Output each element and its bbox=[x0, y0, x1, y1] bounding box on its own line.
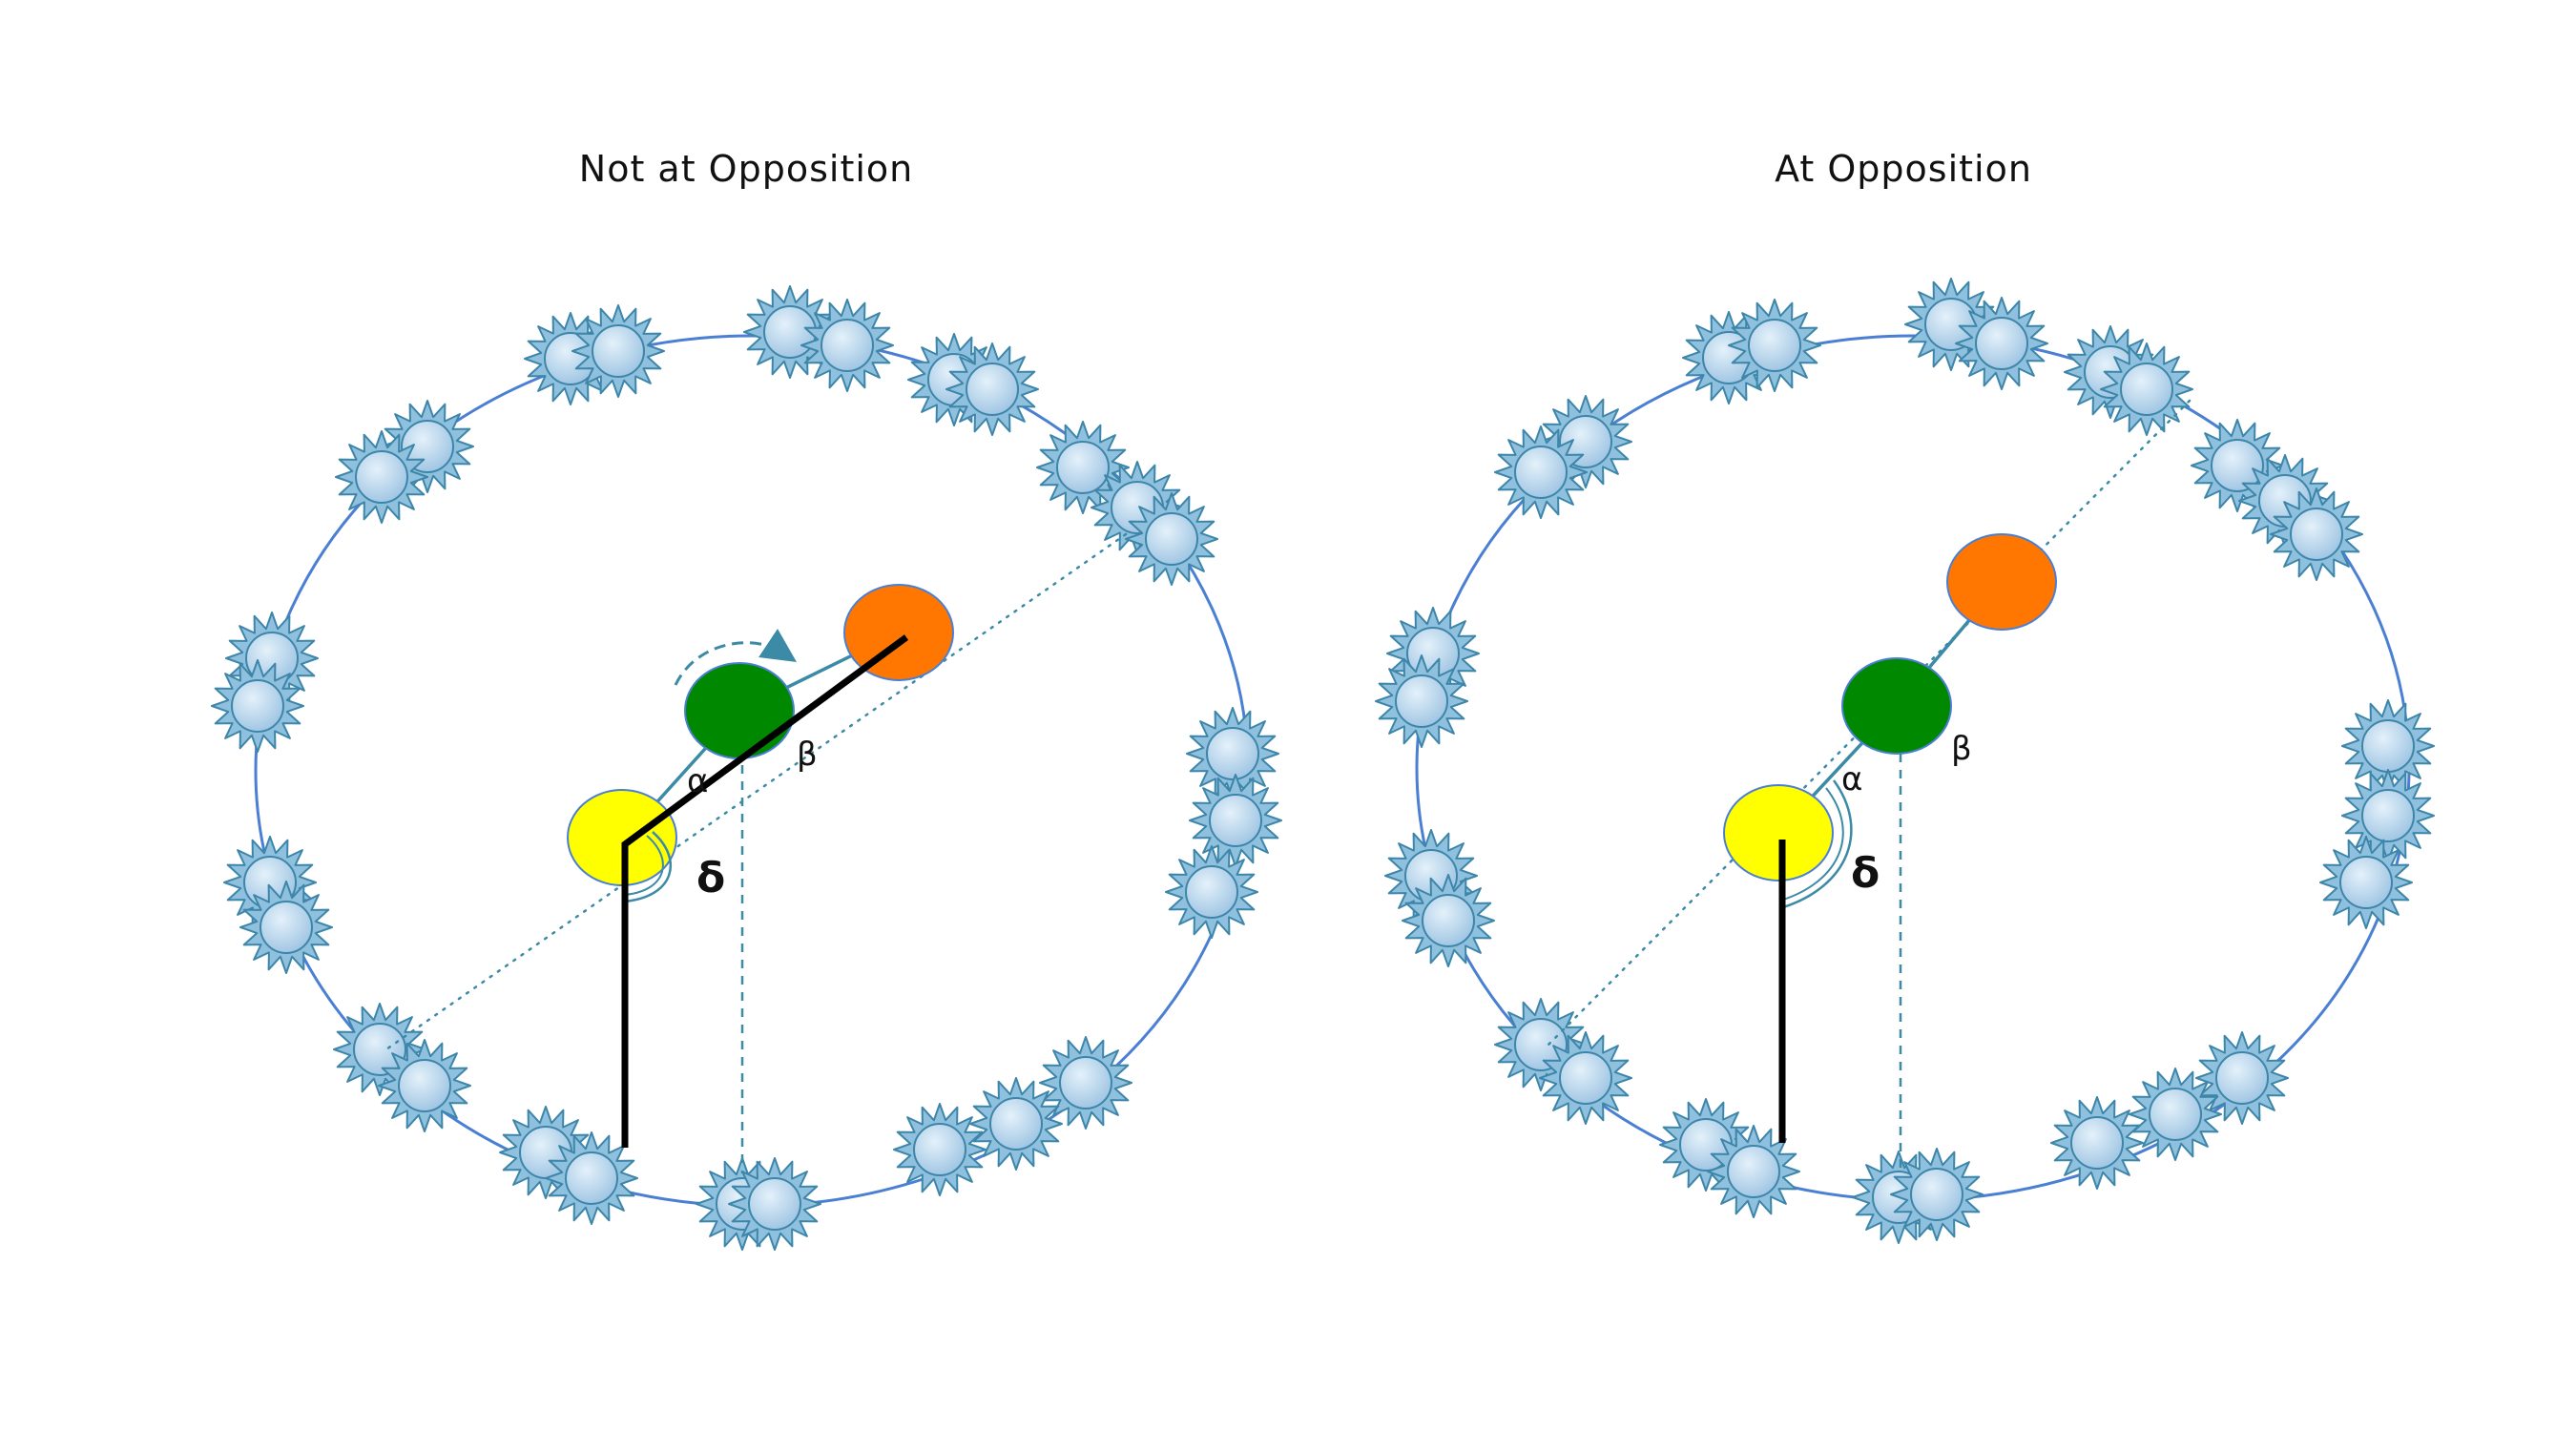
star-burst-icon bbox=[1165, 845, 1258, 939]
panel-not-at-opposition: Not at Opposition bbox=[211, 148, 1282, 1251]
delta-label: δ bbox=[696, 854, 725, 902]
delta-angle-arc bbox=[623, 831, 672, 903]
angle-construction-line bbox=[621, 634, 909, 1148]
star-burst-icon bbox=[1539, 1031, 1632, 1125]
earth bbox=[1841, 657, 1952, 755]
earth bbox=[684, 662, 795, 759]
line-of-sight-dotted bbox=[1544, 399, 2192, 1049]
line-of-sight-dotted bbox=[382, 532, 1128, 1053]
star-burst-icon bbox=[1494, 425, 1588, 519]
delta-angle-arc-inner bbox=[1779, 787, 1844, 902]
star-ring bbox=[1375, 278, 2435, 1244]
star-burst-icon bbox=[893, 1103, 987, 1196]
star-burst-icon bbox=[211, 659, 304, 753]
star-burst-icon bbox=[2050, 1096, 2144, 1190]
star-burst-icon bbox=[378, 1039, 471, 1132]
star-burst-icon bbox=[1039, 1036, 1132, 1130]
star-burst-icon bbox=[1890, 1148, 1984, 1241]
star-burst-icon bbox=[2129, 1068, 2222, 1161]
planet bbox=[843, 584, 954, 681]
panel-title: Not at Opposition bbox=[579, 148, 913, 190]
star-burst-icon bbox=[2270, 487, 2363, 581]
star-burst-icon bbox=[1707, 1125, 1800, 1218]
star-burst-icon bbox=[800, 299, 894, 392]
star-burst-icon bbox=[239, 881, 333, 974]
star-burst-icon bbox=[1375, 654, 1468, 748]
star-burst-icon bbox=[335, 430, 428, 524]
panel-at-opposition: At Opposition bbox=[1375, 148, 2435, 1244]
delta-angle-arc-inner bbox=[623, 835, 664, 896]
star-burst-icon bbox=[571, 304, 665, 398]
planet bbox=[1946, 533, 2057, 631]
star-burst-icon bbox=[1728, 299, 1821, 392]
star-burst-icon bbox=[945, 342, 1039, 436]
beta-label: β bbox=[797, 736, 818, 774]
star-burst-icon bbox=[1189, 774, 1282, 867]
star-burst-icon bbox=[2100, 342, 2193, 436]
star-burst-icon bbox=[1125, 492, 1218, 586]
sun bbox=[1723, 784, 1834, 881]
curved-arrow-icon bbox=[674, 629, 797, 686]
star-ring bbox=[211, 285, 1282, 1251]
alpha-label: α bbox=[687, 762, 708, 800]
panel-title: At Opposition bbox=[1775, 148, 2032, 190]
delta-label: δ bbox=[1851, 849, 1880, 898]
delta-angle-arc bbox=[1779, 779, 1853, 910]
beta-label: β bbox=[1951, 730, 1972, 768]
star-burst-icon bbox=[1955, 297, 2048, 390]
star-burst-icon bbox=[2319, 836, 2413, 929]
star-burst-icon bbox=[1402, 874, 1495, 967]
alpha-label: α bbox=[1841, 760, 1862, 798]
star-burst-icon bbox=[969, 1077, 1063, 1171]
